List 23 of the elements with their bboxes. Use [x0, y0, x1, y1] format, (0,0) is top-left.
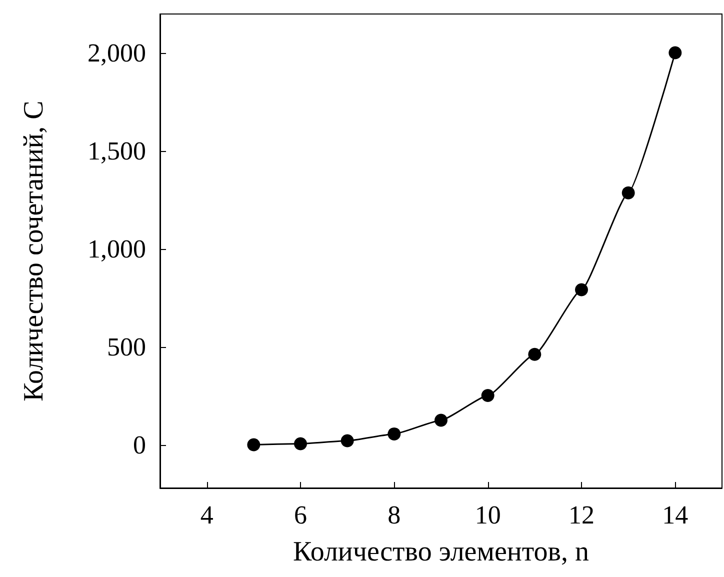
point [294, 437, 307, 450]
point [481, 389, 494, 402]
point [622, 186, 635, 200]
y-tick-label: 500 [107, 332, 146, 362]
x-tick-label: 8 [388, 500, 401, 530]
y-tick-label: 1,000 [88, 234, 146, 264]
x-tick-label: 12 [568, 500, 594, 530]
point [528, 348, 542, 361]
x-tick-label: 4 [200, 500, 214, 530]
x-tick-label: 10 [474, 500, 501, 530]
point [388, 427, 401, 440]
point [575, 283, 588, 296]
y-tick-label: 2,000 [88, 38, 146, 68]
x-tick-label: 14 [662, 500, 688, 530]
point [247, 438, 260, 452]
y-axis-title: Количество сочетаний, C [18, 100, 50, 402]
point [340, 434, 354, 448]
point [668, 46, 682, 60]
x-axis-title: Количество элементов, n [293, 536, 589, 568]
y-tick-label: 0 [133, 430, 146, 460]
x-tick-label: 6 [294, 500, 307, 530]
point [434, 414, 448, 427]
y-tick-label: 1,500 [88, 136, 146, 166]
